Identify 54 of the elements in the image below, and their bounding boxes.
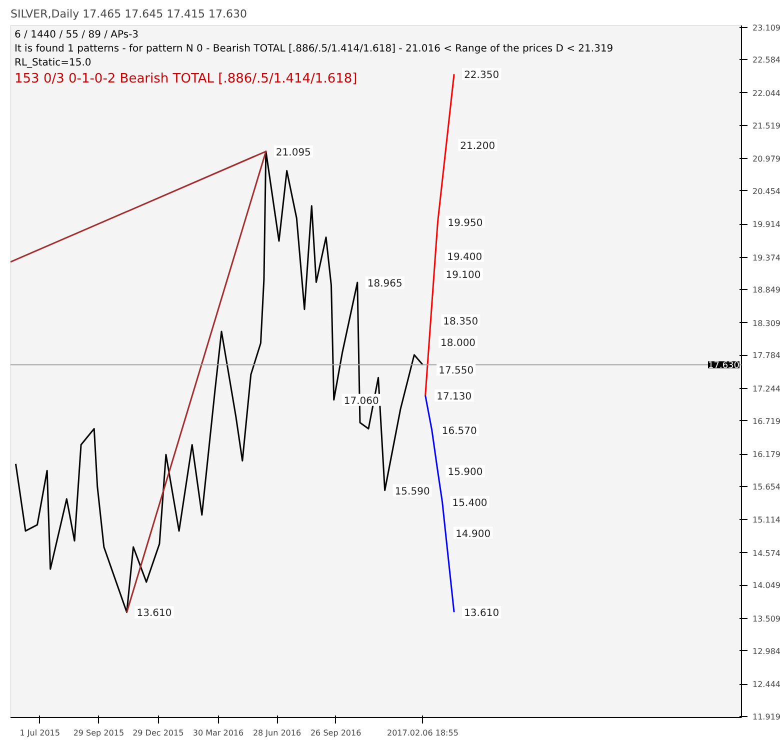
annotation: 153 0/3 0-1-0-2 Bearish TOTAL [.886/.5/1.414/1.618] bbox=[14, 72, 358, 86]
x-tick-label: 30 Mar 2016 bbox=[192, 728, 244, 738]
annotation: RL_Static=15.0 bbox=[14, 58, 92, 68]
annotation: 18.350 bbox=[443, 316, 478, 328]
y-tick-label: 21.519 bbox=[752, 121, 780, 130]
y-tick-label: 22.044 bbox=[752, 88, 780, 98]
annotation: 22.350 bbox=[464, 70, 500, 82]
y-tick-label: 15.654 bbox=[752, 482, 780, 492]
annotation: 15.590 bbox=[394, 486, 430, 498]
annotation: 17.550 bbox=[438, 366, 474, 377]
y-tick-label: 17.244 bbox=[752, 384, 780, 394]
x-tick-label: 26 Sep 2016 bbox=[310, 728, 362, 738]
annotation: 19.950 bbox=[448, 218, 483, 229]
chart-title: SILVER,Daily 17.465 17.645 17.415 17.630 bbox=[10, 8, 248, 20]
y-tick-label: 16.719 bbox=[752, 416, 780, 426]
annotation: 6 / 1440 / 55 / 89 / APs-3 bbox=[14, 30, 139, 40]
annotation: 18.000 bbox=[440, 338, 476, 349]
annotation: 21.095 bbox=[276, 147, 311, 158]
annotation: 13.610 bbox=[464, 608, 500, 620]
annotation: 17.130 bbox=[436, 392, 472, 403]
x-tick-label: 28 Jun 2016 bbox=[252, 728, 302, 738]
y-tick-label: 18.849 bbox=[752, 286, 780, 295]
y-tick-label: 12.984 bbox=[752, 646, 780, 656]
y-tick-label: 16.179 bbox=[752, 450, 780, 460]
y-tick-label: 17.784 bbox=[752, 351, 780, 360]
y-tick-label: 20.979 bbox=[752, 154, 780, 164]
y-tick-label: 18.309 bbox=[752, 318, 780, 328]
x-tick-label: 2017.02.06 18:55 bbox=[387, 728, 458, 738]
ref-line-label: 17.630 bbox=[708, 361, 740, 372]
annotation: 19.100 bbox=[446, 270, 481, 282]
x-tick-label: 1 Jul 2015 bbox=[20, 728, 60, 738]
y-tick-label: 15.114 bbox=[752, 516, 780, 525]
y-tick-label: 12.444 bbox=[752, 680, 780, 690]
annotation: 14.900 bbox=[456, 528, 491, 540]
y-tick-label: 19.914 bbox=[752, 220, 780, 230]
y-tick-label: 13.509 bbox=[752, 614, 780, 624]
y-tick-label: 23.109 bbox=[752, 23, 780, 32]
annotation: It is found 1 patterns - for pattern N 0 - Bearish TOTAL [.886/.5/1.414/1.618] - 21.016 < Range of the prices D < 21.319 bbox=[14, 44, 614, 54]
annotation: 19.400 bbox=[447, 252, 482, 263]
y-tick-label: 22.584 bbox=[752, 56, 780, 65]
annotation: 17.060 bbox=[344, 396, 379, 407]
y-tick-label: 11.919 bbox=[752, 712, 780, 722]
annotation: 21.200 bbox=[460, 140, 496, 152]
y-tick-label: 14.574 bbox=[752, 548, 780, 558]
x-tick-label: 29 Dec 2015 bbox=[132, 728, 184, 738]
annotation: 15.400 bbox=[452, 498, 488, 510]
y-tick-label: 20.454 bbox=[752, 186, 780, 196]
y-tick-label: 19.374 bbox=[752, 253, 780, 262]
annotation: 15.900 bbox=[448, 467, 483, 478]
annotation: 18.965 bbox=[367, 278, 402, 290]
annotation: 16.570 bbox=[442, 426, 477, 437]
annotation: 13.610 bbox=[136, 608, 172, 620]
x-tick-label: 29 Sep 2015 bbox=[73, 728, 124, 738]
y-tick-label: 14.049 bbox=[752, 581, 780, 590]
